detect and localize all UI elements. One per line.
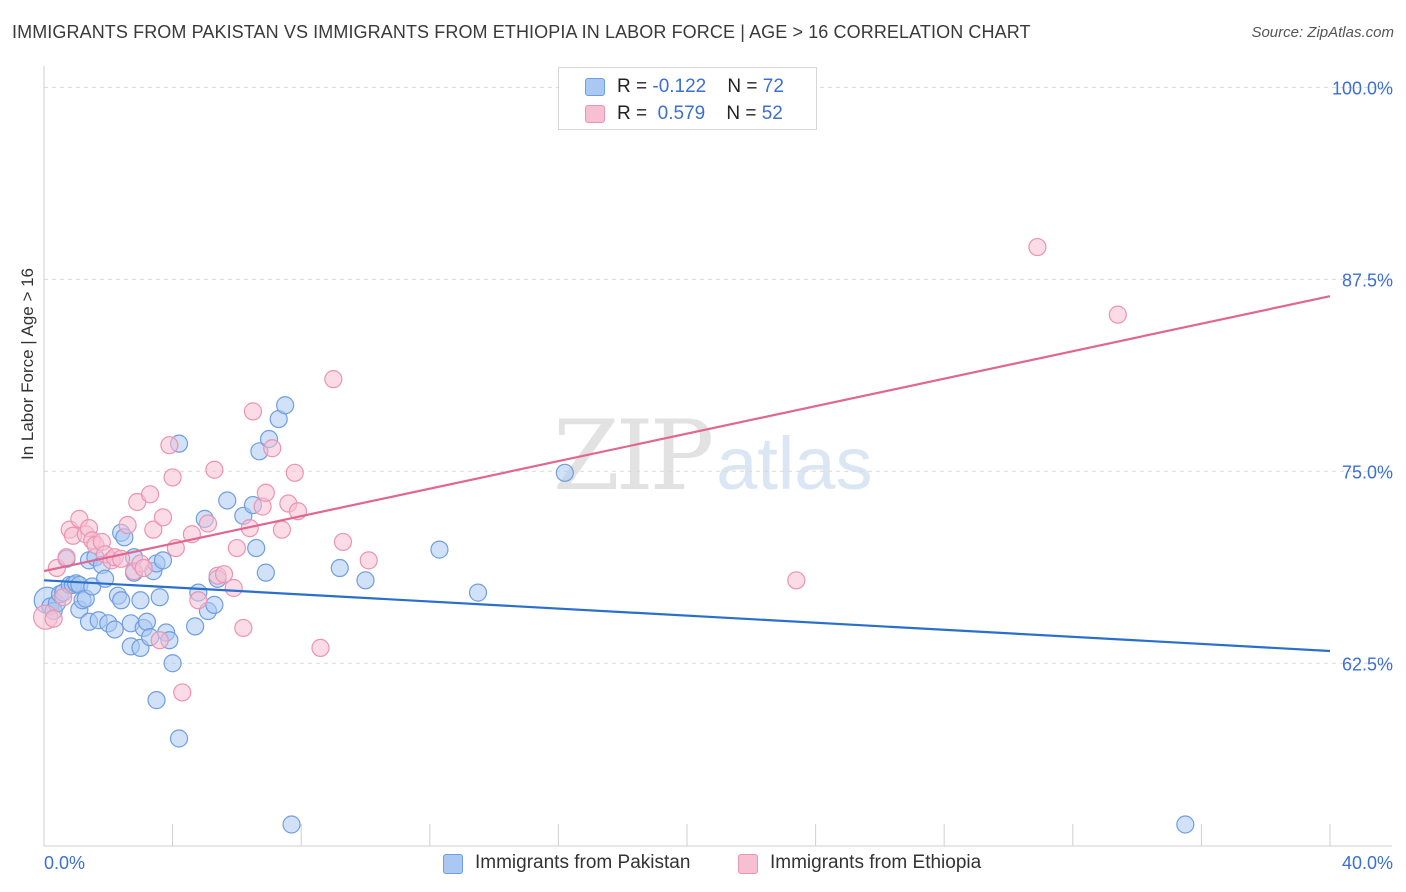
- pakistan-point: [282, 815, 301, 834]
- tick-labels: 62.5% 75.0% 87.5% 100.0% 0.0% 40.0%: [44, 78, 1393, 873]
- y-tick-label: 62.5%: [1342, 654, 1393, 674]
- pakistan-point: [468, 583, 488, 602]
- ethiopia-point: [189, 591, 208, 610]
- pakistan-point: [256, 563, 275, 582]
- pakistan-point: [555, 463, 574, 482]
- ethiopia-point: [263, 439, 282, 458]
- ethiopia-point: [224, 578, 243, 598]
- ethiopia-point: [359, 551, 378, 570]
- ethiopia-point: [1028, 237, 1047, 257]
- legend-swatch-pakistan: [585, 78, 605, 96]
- pakistan-point: [150, 588, 169, 607]
- ethiopia-point: [118, 515, 137, 535]
- ethiopia-point: [227, 538, 246, 558]
- gridlines: [44, 86, 1392, 664]
- trend-lines: [43, 295, 1331, 653]
- pakistan-point: [186, 617, 205, 636]
- pakistan-point: [247, 538, 266, 558]
- ethiopia-point: [324, 370, 343, 389]
- pakistan-point: [137, 612, 156, 631]
- legend-n-label: N =: [727, 76, 763, 97]
- pakistan-point: [169, 729, 189, 748]
- ethiopia-point: [153, 508, 173, 527]
- pakistan-trend-line: [43, 579, 1331, 653]
- watermark-atlas: atlas: [716, 422, 873, 505]
- pakistan-point: [356, 571, 375, 590]
- ethiopia-point: [160, 436, 179, 455]
- pakistan-point: [153, 551, 173, 570]
- ethiopia-point: [134, 558, 153, 578]
- ethiopia-point: [173, 683, 192, 702]
- ethiopia-point: [311, 638, 330, 657]
- ethiopia-point: [44, 609, 63, 628]
- bottom-legend-label-ethiopia: Immigrants from Ethiopia: [770, 852, 982, 873]
- ethiopia-point: [787, 571, 806, 590]
- ethiopia-point: [256, 483, 275, 502]
- ethiopia-points: [33, 237, 1127, 702]
- legend-r-label: R =: [617, 103, 653, 124]
- ethiopia-point: [57, 548, 76, 567]
- y-axis-label: In Labor Force | Age > 16: [18, 267, 37, 460]
- ethiopia-trend-line: [43, 295, 1331, 573]
- x-tick-label: 40.0%: [1342, 853, 1393, 873]
- chart-title: IMMIGRANTS FROM PAKISTAN VS IMMIGRANTS F…: [12, 22, 1031, 42]
- bottom-legend-swatch-pakistan: [443, 854, 463, 874]
- ethiopia-point: [54, 588, 73, 607]
- y-tick-label: 75.0%: [1342, 462, 1393, 482]
- legend-n-label: N =: [726, 103, 762, 124]
- legend-n-value-pakistan: 72: [762, 76, 784, 97]
- pakistan-point: [131, 591, 150, 610]
- ethiopia-point: [234, 618, 253, 638]
- ethiopia-point: [198, 514, 218, 533]
- pakistan-point: [163, 654, 182, 673]
- ethiopia-point: [205, 460, 224, 479]
- pakistan-point: [147, 691, 166, 710]
- bottom-legend-swatch-ethiopia: [738, 854, 758, 874]
- pakistan-point: [205, 595, 224, 614]
- pakistan-point: [218, 491, 237, 510]
- ethiopia-point: [163, 468, 182, 487]
- pakistan-point: [112, 591, 131, 610]
- ethiopia-point: [150, 631, 169, 650]
- x-tick-label: 0.0%: [44, 853, 85, 873]
- ethiopia-point: [333, 532, 353, 552]
- legend-r-value-ethiopia: 0.579: [657, 103, 706, 124]
- correlation-legend: R = -0.122 N = 72 R = 0.579 N = 52: [558, 67, 817, 130]
- axes: [43, 66, 1392, 847]
- source-label: Source: ZipAtlas.com: [1251, 24, 1394, 41]
- bottom-legend-label-pakistan: Immigrants from Pakistan: [475, 852, 691, 873]
- y-tick-label: 87.5%: [1342, 270, 1393, 290]
- pakistan-points: [33, 396, 1195, 834]
- pakistan-point: [1176, 815, 1195, 834]
- ethiopia-point: [144, 520, 163, 539]
- ethiopia-point: [272, 520, 292, 539]
- pakistan-point: [430, 540, 449, 559]
- pakistan-point: [276, 396, 295, 415]
- ethiopia-point: [140, 485, 160, 504]
- ethiopia-point: [243, 402, 263, 421]
- ethiopia-point: [285, 463, 304, 482]
- pakistan-point: [330, 558, 349, 578]
- pakistan-point: [105, 620, 124, 639]
- ethiopia-point: [214, 565, 234, 584]
- legend-n-value-ethiopia: 52: [761, 103, 783, 124]
- legend-r-value-pakistan: -0.122: [652, 76, 707, 97]
- legend-r-label: R =: [617, 76, 653, 97]
- y-tick-label: 100.0%: [1332, 78, 1393, 98]
- legend-swatch-ethiopia: [585, 105, 605, 123]
- ethiopia-point: [1108, 305, 1127, 324]
